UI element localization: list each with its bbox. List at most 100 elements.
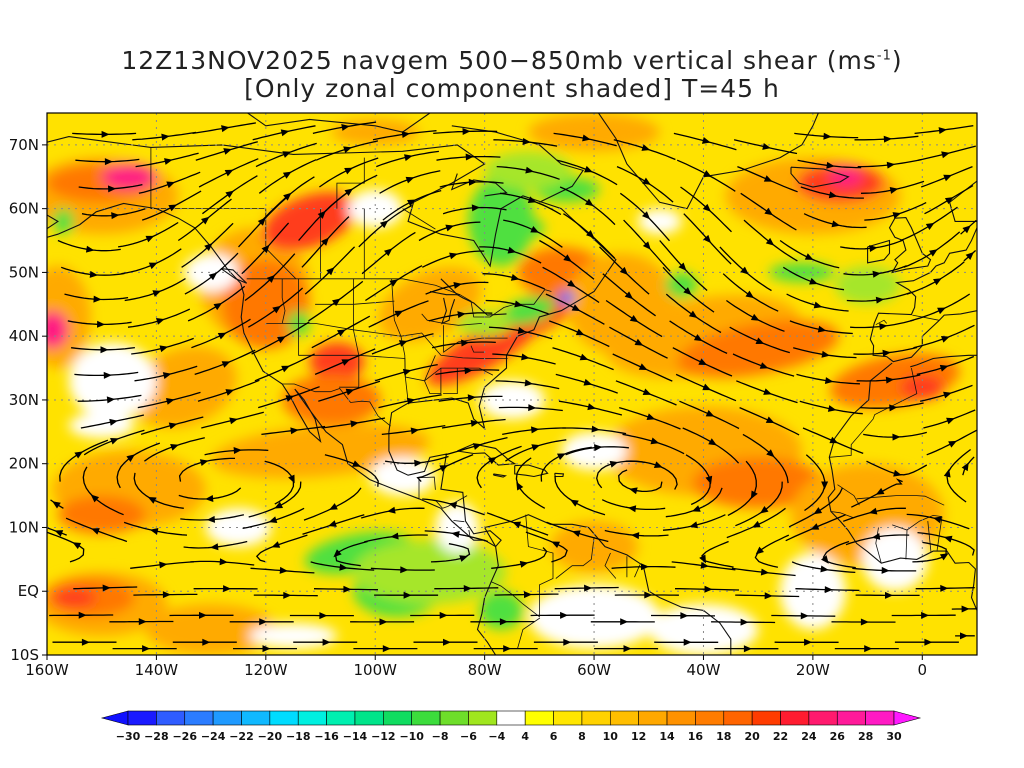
streamline-arrow-58 (760, 568, 770, 576)
lat-label-8: 10S (10, 646, 39, 664)
streamline-arrow-28 (800, 612, 809, 620)
shear-region-29 (550, 521, 638, 573)
colorbar-swatch-1 (156, 710, 186, 726)
lon-label-5: 60W (577, 661, 611, 679)
lon-label-7: 20W (796, 661, 830, 679)
streamline-arrow-133 (530, 426, 540, 434)
streamline-arrow-301 (582, 134, 591, 142)
streamline-arrow-45 (884, 591, 893, 599)
streamline-arrow-203 (208, 272, 218, 281)
streamline-arrow-21 (379, 618, 388, 626)
streamline-arrow-181 (698, 358, 708, 365)
colorbar-low-arrow (100, 710, 129, 726)
streamline-arrow-175 (337, 329, 346, 337)
streamline-arrow-167 (763, 388, 772, 395)
border-10 (443, 325, 508, 353)
streamline-arrow-194 (575, 328, 585, 336)
streamline-arrow-269 (468, 178, 477, 186)
border-0 (246, 278, 552, 318)
colorbar-label-19: 14 (659, 730, 675, 743)
streamline-arrow-142 (166, 397, 175, 405)
low-shear-region-3 (479, 591, 523, 630)
streamline-arrow-155 (943, 391, 952, 399)
low-shear-region-13 (52, 208, 75, 235)
colorbar-swatch-23 (780, 710, 810, 726)
coastline-7 (867, 239, 891, 264)
streamline-arrow-7 (503, 645, 512, 653)
streamline-arrow-145 (345, 388, 355, 396)
streamline-arrow-137 (766, 449, 775, 458)
streamline-arrow-261 (892, 212, 902, 219)
streamline-arrow-184 (882, 349, 891, 357)
streamline-arrow-115 (352, 460, 361, 467)
border-12 (470, 345, 485, 353)
streamline-arrow-288 (702, 170, 712, 178)
border-20 (435, 495, 468, 509)
colorbar-swatch-12 (468, 710, 498, 726)
colorbar-label-26: 28 (858, 730, 873, 743)
streamline-arrow-49 (219, 558, 228, 566)
streamline-arrow-149 (587, 403, 596, 411)
streamline-arrow-249 (168, 204, 178, 212)
streamline-arrow-90 (689, 521, 698, 529)
longitude-axis: 160W 140W 120W 100W 80W 60W 40W 20W 0 (25, 655, 927, 679)
streamline-arrow-22 (439, 611, 448, 619)
streamline-arrow-79 (52, 501, 61, 509)
streamline-arrow-298 (401, 131, 411, 139)
streamline-arrow-305 (823, 132, 832, 140)
border-30 (856, 495, 945, 506)
shear-region-24 (528, 113, 660, 152)
streamline-arrow-26 (680, 612, 689, 620)
streamline-arrow-120 (653, 461, 663, 468)
streamline-arrow-86 (448, 502, 458, 509)
colorbar-swatch-26 (865, 710, 895, 726)
shear-region-23 (829, 167, 863, 187)
streamline-arrow-0 (81, 638, 90, 646)
border-13 (336, 157, 365, 209)
streamline-arrow-209 (571, 304, 581, 312)
streamline-arrow-180 (638, 363, 648, 370)
streamline-arrow-119 (593, 444, 603, 452)
streamline-arrow-100 (329, 503, 338, 510)
colorbar-label-3: −24 (201, 730, 226, 743)
weak-shear-region-12 (68, 412, 135, 439)
streamline-arrow-64 (91, 528, 100, 535)
streamline-arrow-72 (571, 530, 581, 538)
colorbar-swatch-4 (241, 710, 271, 726)
streamline-arrow-226 (683, 287, 692, 296)
streamline-arrow-135 (650, 437, 660, 445)
streamline-arrow-247 (962, 225, 971, 234)
colorbar-swatch-25 (836, 710, 866, 726)
border-18 (402, 208, 436, 230)
streamline-arrow-169 (885, 376, 895, 384)
streamline-arrow-125 (948, 440, 957, 448)
streamline-arrow-251 (283, 192, 292, 201)
colorbar-label-10: −10 (399, 730, 424, 743)
streamline-arrow-53 (459, 555, 468, 562)
streamline-arrow-153 (827, 405, 837, 412)
streamline-arrow-65 (149, 527, 159, 535)
streamline-arrow-96 (126, 454, 135, 462)
streamline-arrow-164 (583, 378, 593, 386)
streamline-arrow-292 (941, 151, 950, 159)
lat-label-1: 60N (9, 200, 39, 218)
weak-shear-region-7 (528, 584, 660, 649)
streamline-arrow-192 (457, 311, 466, 319)
streamline-arrow-268 (405, 176, 415, 184)
colorbar-label-6: −18 (286, 730, 311, 743)
lon-label-2: 120W (244, 661, 288, 679)
streamline-arrow-191 (394, 310, 404, 318)
streamline-arrow-187 (156, 318, 165, 325)
weak-shear-region-9 (780, 552, 846, 630)
streamline-arrow-174 (277, 336, 286, 344)
streamline-arrow-206 (389, 279, 399, 287)
streamline-arrow-88 (570, 499, 579, 507)
streamline-arrow-39 (523, 591, 532, 599)
border-19 (418, 476, 436, 499)
colorbar-label-2: −26 (172, 730, 197, 743)
colorbar-swatch-18 (638, 710, 668, 726)
streamline-arrow-19 (259, 618, 268, 626)
streamline-arrow-176 (398, 340, 408, 347)
streamline-arrow-219 (261, 244, 270, 254)
streamline-arrow-141 (106, 396, 116, 404)
